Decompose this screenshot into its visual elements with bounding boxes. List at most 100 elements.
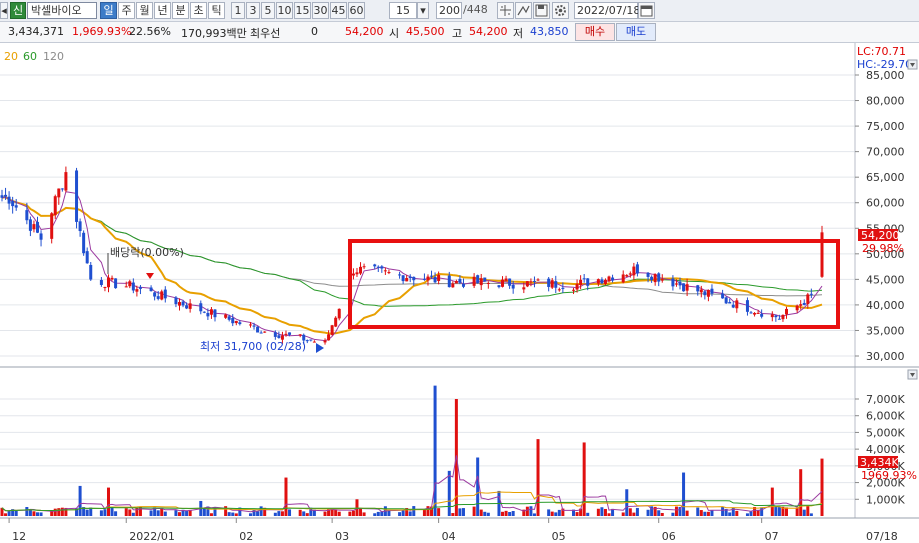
- volume-bar: [635, 507, 639, 516]
- volume-bar: [682, 472, 686, 516]
- volume-bar: [351, 510, 355, 516]
- volume-bar: [461, 508, 465, 516]
- volume-bar: [309, 507, 313, 516]
- volume-bar: [451, 513, 455, 516]
- volume-tick-label: 4,000K: [866, 443, 905, 456]
- date-tick-label: 05: [552, 530, 566, 543]
- count-input[interactable]: 200: [436, 2, 462, 19]
- stock-prefix-badge: 신: [10, 2, 26, 19]
- candle: [334, 316, 338, 328]
- hc-label: HC:-29.70: [857, 58, 912, 71]
- candle: [572, 287, 576, 295]
- calendar-icon[interactable]: [638, 2, 655, 19]
- candle: [185, 302, 189, 310]
- interval-button-1[interactable]: 1: [231, 2, 245, 19]
- candle: [501, 276, 505, 288]
- volume-tick-label: 6,000K: [866, 410, 905, 423]
- candle: [682, 283, 686, 292]
- candle: [351, 268, 355, 280]
- candle: [103, 286, 107, 292]
- candle: [753, 312, 757, 317]
- chevron-down-icon[interactable]: ▾: [417, 2, 429, 19]
- interval-button-3[interactable]: 3: [246, 2, 260, 19]
- volume-bar: [110, 507, 114, 516]
- draw-tool-icon[interactable]: [515, 2, 532, 19]
- chart-grid: [0, 74, 855, 500]
- candle: [25, 202, 29, 225]
- volume-bar: [263, 507, 267, 516]
- volume-bar: [611, 508, 615, 516]
- period-tab-6[interactable]: 틱: [208, 2, 225, 19]
- period-tab-1[interactable]: 주: [118, 2, 135, 19]
- price-change-value: 29.98%: [862, 242, 904, 255]
- candle: [625, 274, 629, 278]
- candle: [131, 278, 135, 294]
- date-field[interactable]: 2022/07/18: [574, 2, 640, 19]
- interval-button-45[interactable]: 45: [330, 2, 347, 19]
- candle: [14, 198, 18, 211]
- price-chart[interactable]: 20 60 120 배당락(0.00%) 최저 31,700 (02/28) 8…: [0, 43, 919, 543]
- candle: [806, 292, 810, 309]
- candle: [774, 314, 778, 322]
- candle: [302, 333, 306, 345]
- volume-bar: [529, 506, 533, 516]
- period-tab-0[interactable]: 일: [100, 2, 117, 19]
- turnover-rate: 22.56%: [129, 25, 171, 38]
- candle: [277, 331, 281, 339]
- date-tick-label: 03: [335, 530, 349, 543]
- volume-bar: [398, 512, 402, 516]
- save-icon[interactable]: [533, 2, 550, 19]
- volume-bar: [288, 509, 292, 516]
- volume-bar: [536, 439, 540, 516]
- volume-pct-value: 1969.93%: [861, 469, 917, 482]
- open-price: 45,500: [406, 25, 445, 38]
- candle: [35, 216, 39, 234]
- interval-button-5[interactable]: 5: [261, 2, 275, 19]
- volume-bar: [7, 510, 11, 516]
- crosshair-icon[interactable]: [497, 2, 514, 19]
- menu-arrow-icon[interactable]: ◂: [0, 2, 8, 19]
- interval-button-60[interactable]: 60: [348, 2, 365, 19]
- ma5-line: [1, 191, 823, 342]
- candle: [323, 338, 327, 345]
- candle: [820, 225, 824, 278]
- price-tag: [858, 229, 898, 241]
- volume-tick-label: 1,000K: [866, 493, 905, 506]
- candle: [437, 271, 441, 285]
- gear-icon[interactable]: [552, 2, 569, 19]
- interval-button-15[interactable]: 15: [294, 2, 311, 19]
- volume-bar: [447, 470, 451, 516]
- candle: [550, 278, 554, 290]
- candle: [206, 308, 210, 320]
- ma60-legend: 60: [23, 50, 37, 63]
- interval-button-10[interactable]: 10: [276, 2, 293, 19]
- sell-button[interactable]: 매도: [616, 23, 656, 41]
- candle: [39, 230, 43, 247]
- candle: [82, 230, 86, 256]
- candle: [458, 275, 462, 285]
- volume-bar: [177, 512, 181, 516]
- ma20-line: [1, 196, 823, 335]
- volume-bar: [547, 509, 551, 516]
- dividend-annotation: 배당락(0.00%): [107, 246, 184, 279]
- buy-button[interactable]: 매수: [575, 23, 615, 41]
- candle: [430, 270, 434, 279]
- interval-button-30[interactable]: 30: [312, 2, 329, 19]
- period-tab-3[interactable]: 년: [154, 2, 171, 19]
- period-tab-5[interactable]: 초: [190, 2, 207, 19]
- candle: [785, 306, 789, 319]
- candle: [78, 218, 82, 237]
- interval-select[interactable]: 15: [389, 2, 417, 19]
- volume-bar: [231, 512, 235, 516]
- candle: [273, 330, 277, 340]
- volume-bar: [646, 509, 650, 516]
- volume-bar: [785, 507, 789, 516]
- volume-bar: [781, 506, 785, 516]
- stock-name-field[interactable]: 박셀바이오: [27, 2, 97, 19]
- candle: [7, 191, 11, 210]
- volume-bar: [430, 506, 434, 516]
- volume-bar: [156, 510, 160, 516]
- period-tab-2[interactable]: 월: [136, 2, 153, 19]
- period-tab-4[interactable]: 분: [172, 2, 189, 19]
